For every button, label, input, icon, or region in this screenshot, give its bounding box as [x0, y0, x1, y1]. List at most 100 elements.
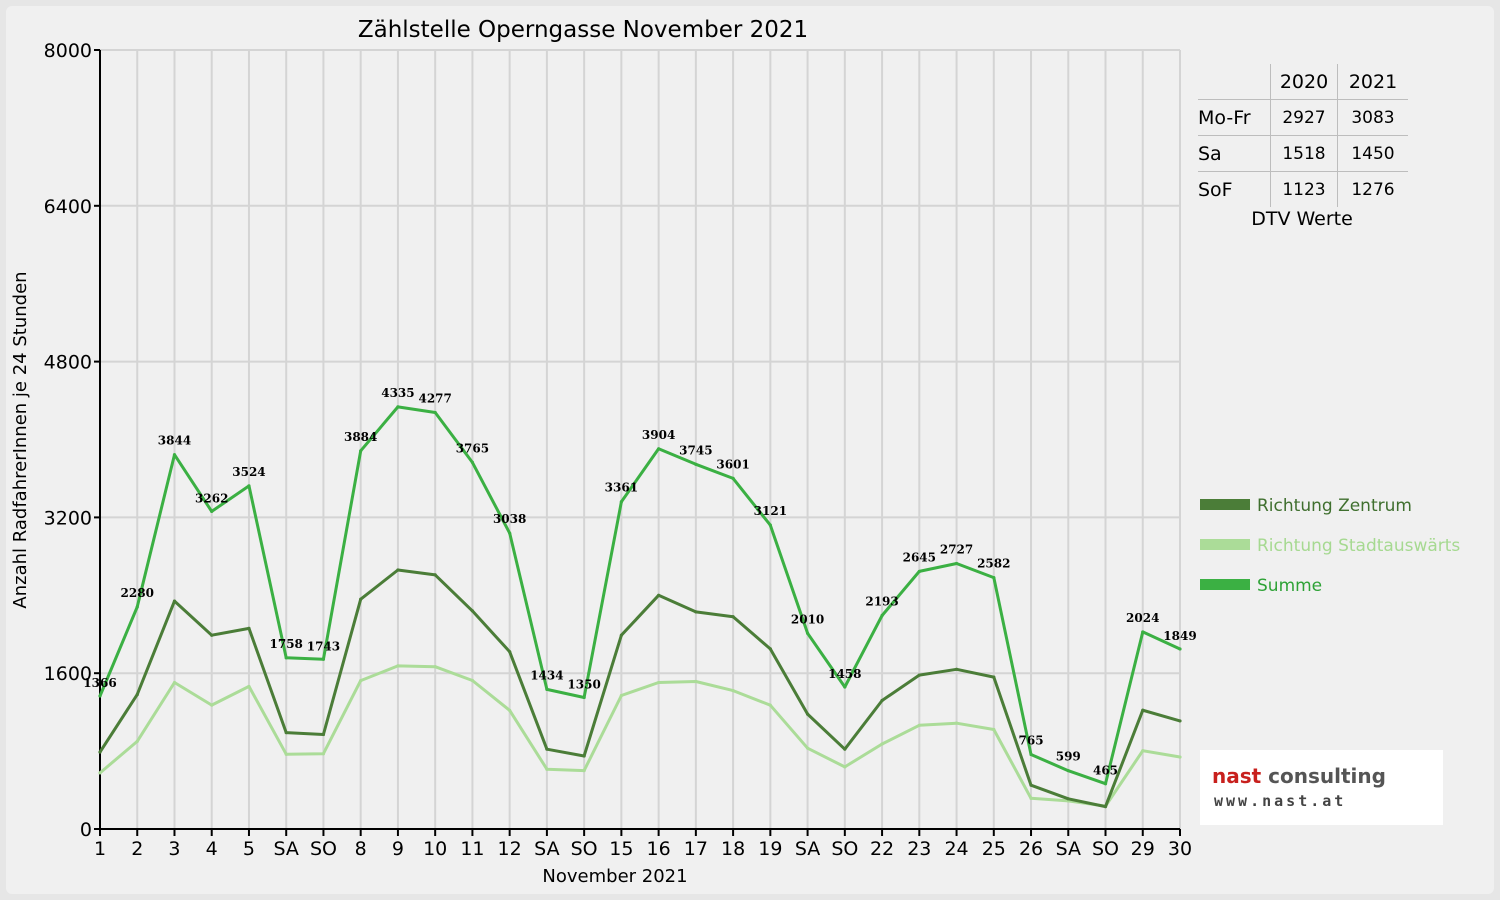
- series-point: [98, 750, 102, 754]
- series-point: [210, 633, 214, 637]
- data-label: 1434: [530, 668, 563, 682]
- x-tick-label: 5: [243, 838, 255, 860]
- series-point: [1178, 755, 1182, 759]
- series-line: [99, 664, 1181, 808]
- series-point: [657, 593, 661, 597]
- series-point: [210, 509, 214, 513]
- series-point: [694, 679, 698, 684]
- data-label: 2280: [121, 586, 154, 600]
- x-tick-label: 24: [944, 838, 968, 860]
- y-axis-title: Anzahl RadfahrerInnen je 24 Stunden: [10, 271, 31, 608]
- x-tick-label: 2: [131, 838, 143, 860]
- series-point: [396, 664, 400, 668]
- y-tick-label: 1600: [44, 663, 92, 685]
- series-point: [1141, 749, 1145, 753]
- series-point: [247, 484, 251, 488]
- data-label: 765: [1019, 734, 1044, 748]
- series-point: [731, 476, 735, 480]
- chart-title: Zählstelle Operngasse November 2021: [358, 17, 808, 43]
- data-label: 2024: [1126, 611, 1159, 625]
- series-point: [582, 754, 586, 758]
- series-point: [1029, 796, 1033, 800]
- series-point: [954, 561, 959, 566]
- series-point: [210, 703, 214, 707]
- logo-name-part2: consulting: [1261, 764, 1386, 788]
- series-point: [508, 650, 512, 654]
- data-label: 3765: [456, 441, 489, 455]
- x-tick-label: 11: [460, 838, 484, 860]
- series-point: [992, 675, 996, 679]
- x-tick-label: 3: [168, 838, 180, 860]
- data-label: 3601: [716, 457, 749, 471]
- nast-logo: nast consulting www.nast.at: [1200, 750, 1443, 825]
- dtv-cell-2020: 1518: [1270, 135, 1338, 172]
- series-line: [98, 568, 1181, 809]
- dtv-header-2020: 2020: [1270, 64, 1338, 100]
- series-point: [172, 599, 177, 603]
- data-label: 465: [1093, 764, 1118, 778]
- data-label: 2193: [865, 594, 898, 608]
- series-point: [470, 609, 475, 613]
- data-label: 599: [1056, 750, 1081, 764]
- x-tick-label: SA: [273, 838, 298, 860]
- dtv-row-mofr: Mo-Fr 2927 3083: [1198, 99, 1408, 136]
- data-label: 3262: [195, 491, 228, 505]
- series-point: [768, 647, 772, 651]
- x-tick-label: 15: [609, 838, 633, 860]
- series-point: [135, 693, 139, 697]
- series-point: [284, 752, 288, 756]
- legend-label: Richtung Stadtauswärts: [1257, 536, 1460, 556]
- series-point: [657, 680, 661, 685]
- data-label: 3038: [493, 512, 526, 526]
- series-point: [1178, 719, 1182, 723]
- dtv-row-label: Sa: [1198, 135, 1271, 172]
- legend-label: Richtung Zentrum: [1257, 496, 1412, 516]
- series-point: [1103, 782, 1108, 786]
- y-tick-label: 3200: [44, 507, 92, 529]
- series-point: [1141, 708, 1145, 712]
- series-point: [98, 771, 102, 775]
- x-tick-label: SO: [1092, 838, 1119, 860]
- series-point: [619, 633, 623, 637]
- series-point: [1066, 797, 1070, 801]
- y-tick-label: 8000: [44, 40, 92, 62]
- x-tick-label: 22: [870, 838, 894, 860]
- y-tick-label: 6400: [44, 196, 92, 218]
- series-point: [731, 615, 735, 619]
- x-tick-label: 18: [721, 838, 745, 860]
- dtv-header-row: 2020 2021: [1198, 64, 1408, 100]
- dtv-cell-2021: 1450: [1337, 135, 1408, 172]
- dtv-row-sof: SoF 1123 1276: [1198, 171, 1408, 207]
- x-tick-label: 29: [1131, 838, 1155, 860]
- series-point: [954, 667, 959, 671]
- logo-url: www.nast.at: [1214, 792, 1347, 810]
- data-label: 1350: [567, 678, 600, 692]
- legend-label: Summe: [1257, 576, 1322, 596]
- x-tick-label: SO: [310, 838, 337, 860]
- series-point: [508, 531, 512, 535]
- series-point: [768, 523, 772, 527]
- series-point: [396, 568, 400, 572]
- logo-name-part1: nast: [1212, 764, 1262, 788]
- data-label: 3361: [605, 481, 638, 495]
- series-point: [247, 626, 251, 631]
- series-point: [321, 732, 326, 737]
- series-point: [1029, 752, 1033, 757]
- dtv-caption: DTV Werte: [1251, 208, 1353, 230]
- series-point: [284, 730, 288, 735]
- series-point: [880, 613, 884, 618]
- series-point: [135, 605, 139, 609]
- series-point: [508, 708, 512, 712]
- legend: Richtung Zentrum Richtung Stadtauswärts Su…: [1200, 496, 1460, 596]
- data-label: 2645: [903, 550, 936, 564]
- series-point: [992, 575, 996, 580]
- logo-wordmark: nast consulting: [1212, 764, 1386, 788]
- series-point: [135, 739, 139, 743]
- series-point: [805, 746, 810, 750]
- series-point: [917, 723, 921, 727]
- series-point: [98, 694, 102, 698]
- series-point: [843, 685, 847, 689]
- series-point: [545, 747, 549, 751]
